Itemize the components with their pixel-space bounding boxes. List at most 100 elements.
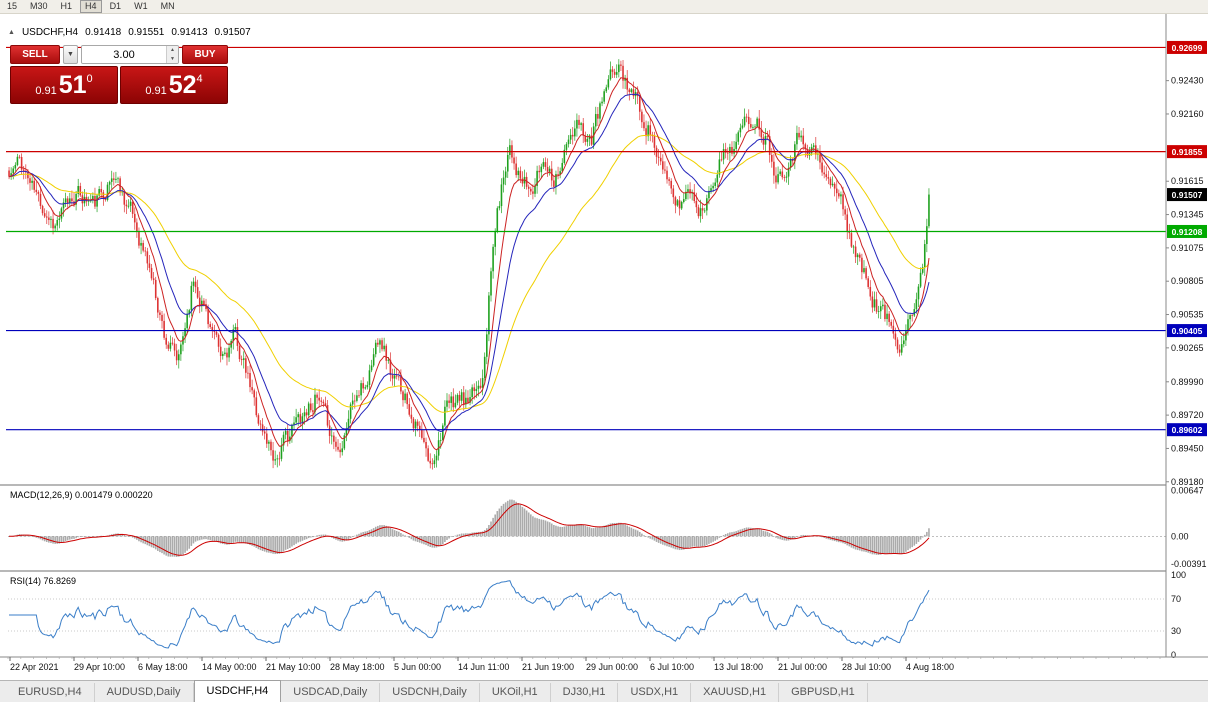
- price-axis-label: 0.90265: [1171, 343, 1204, 353]
- ohlc-low: 0.91413: [171, 27, 208, 38]
- pane-splitter[interactable]: [0, 570, 1208, 572]
- price-level-badge: 0.91507: [1167, 188, 1207, 202]
- chart-title: ▲ USDCHF,H4 0.91418 0.91551 0.91413 0.91…: [8, 27, 251, 38]
- time-axis-label: 22 Apr 2021: [10, 662, 59, 672]
- chart-tab[interactable]: USDCNH,Daily: [380, 683, 480, 702]
- timeframe-button-d1[interactable]: D1: [105, 0, 127, 13]
- price-axis-label: 0.89180: [1171, 477, 1204, 487]
- ma-line-period-55: [8, 134, 930, 413]
- timeframe-button-m30[interactable]: M30: [25, 0, 53, 13]
- price-axis-label: 0.89450: [1171, 443, 1204, 453]
- symbol-period-label: USDCHF,H4: [21, 27, 79, 38]
- timeframe-button-15[interactable]: 15: [2, 0, 22, 13]
- time-axis-label: 5 Jun 00:00: [394, 662, 441, 672]
- timeframe-button-mn[interactable]: MN: [156, 0, 180, 13]
- svg-text:0.91208: 0.91208: [1172, 227, 1203, 237]
- trade-prices-row: 0.91 51 0 0.91 52 4: [10, 66, 228, 104]
- chart-tab[interactable]: DJ30,H1: [551, 683, 619, 702]
- chart-tab[interactable]: UKOil,H1: [480, 683, 551, 702]
- volume-input[interactable]: [82, 46, 166, 63]
- volume-increment-button[interactable]: ▲: [167, 46, 178, 55]
- buy-button[interactable]: BUY: [182, 45, 228, 64]
- ohlc-close: 0.91507: [214, 27, 251, 38]
- macd-axis-label: -0.00391: [1171, 559, 1207, 569]
- macd-histogram: [8, 499, 930, 557]
- rsi-line: [9, 580, 930, 649]
- one-click-panel-toggle-icon[interactable]: ▲: [8, 29, 15, 36]
- price-axis-label: 0.92160: [1171, 109, 1204, 119]
- price-level-badge: 0.91855: [1167, 145, 1207, 159]
- chart-tab[interactable]: USDCHF,H4: [193, 680, 282, 702]
- rsi-axis-label: 70: [1171, 594, 1181, 604]
- price-axis-label: 0.90805: [1171, 276, 1204, 286]
- ohlc-high: 0.91551: [128, 27, 165, 38]
- price-axis-label: 0.91075: [1171, 243, 1204, 253]
- candlesticks: [8, 59, 930, 470]
- timeframe-button-h1[interactable]: H1: [56, 0, 78, 13]
- time-axis-label: 28 May 18:00: [330, 662, 385, 672]
- buy-price-pips: 52: [168, 70, 197, 99]
- svg-text:0.90405: 0.90405: [1172, 326, 1203, 336]
- buy-price-base: 0.91: [145, 85, 167, 97]
- price-axis-label: 0.91345: [1171, 210, 1204, 220]
- time-axis-label: 21 May 10:00: [266, 662, 321, 672]
- price-axis-label: 0.92430: [1171, 76, 1204, 86]
- time-axis-label: 6 May 18:00: [138, 662, 188, 672]
- ma-line-period-21: [8, 93, 930, 433]
- price-axis-label: 0.89990: [1171, 377, 1204, 387]
- ohlc-open: 0.91418: [85, 27, 122, 38]
- rsi-axis-label: 100: [1171, 570, 1186, 580]
- timeframe-toolbar: 15 M30 H1 H4 D1 W1 MN: [0, 0, 1208, 14]
- price-axis-label: 0.89720: [1171, 410, 1204, 420]
- time-axis-label: 21 Jul 00:00: [778, 662, 827, 672]
- horizontal-level-lines: [6, 46, 1166, 431]
- svg-text:0.91855: 0.91855: [1172, 147, 1203, 157]
- chevron-down-icon: ▼: [67, 51, 74, 58]
- chart-tab[interactable]: USDX,H1: [618, 683, 692, 702]
- price-axis-label: 0.90535: [1171, 310, 1204, 320]
- chart-tab[interactable]: AUDUSD,Daily: [95, 683, 194, 702]
- one-click-trade-panel: SELL ▼ ▲ ▼ BUY 0.91 51 0 0.9: [10, 45, 228, 104]
- price-chart: 0.92430 0.92160 0.91615 0.91345 0.91075 0.908…: [0, 14, 1208, 672]
- time-axis-label: 13 Jul 18:00: [714, 662, 763, 672]
- price-level-badge: 0.90405: [1167, 324, 1207, 338]
- sell-price-point: 0: [86, 73, 93, 85]
- sell-price-button[interactable]: 0.91 51 0: [10, 66, 118, 104]
- chart-tab[interactable]: XAUUSD,H1: [691, 683, 780, 702]
- time-axis-label: 29 Apr 10:00: [74, 662, 125, 672]
- macd-signal-line: [9, 503, 930, 556]
- time-axis-label: 28 Jul 10:00: [842, 662, 891, 672]
- rsi-level-lines: [8, 598, 1166, 632]
- ma-line-period-9: [8, 77, 930, 451]
- chart-window: 0.92430 0.92160 0.91615 0.91345 0.91075 0.908…: [0, 14, 1208, 680]
- sell-price-base: 0.91: [35, 85, 57, 97]
- chart-tab[interactable]: EURUSD,H4: [6, 683, 95, 702]
- volume-stepper: ▲ ▼: [166, 46, 178, 63]
- volume-field: ▲ ▼: [81, 45, 179, 64]
- buy-price-point: 4: [196, 73, 203, 85]
- trade-controls-row: SELL ▼ ▲ ▼ BUY: [10, 45, 228, 64]
- price-level-badge: 0.92699: [1167, 40, 1207, 54]
- price-level-badge: 0.91208: [1167, 224, 1207, 238]
- time-axis-label: 4 Aug 18:00: [906, 662, 954, 672]
- macd-indicator-label: MACD(12,26,9) 0.001479 0.000220: [10, 490, 153, 500]
- macd-axis-label: 0.00647: [1171, 486, 1204, 496]
- svg-text:0.92699: 0.92699: [1172, 43, 1203, 53]
- sell-button[interactable]: SELL: [10, 45, 60, 64]
- chart-tab[interactable]: USDCAD,Daily: [281, 683, 381, 702]
- chart-tab[interactable]: GBPUSD,H1: [779, 683, 868, 702]
- timeframe-button-h4[interactable]: H4: [80, 0, 102, 13]
- price-level-badge: 0.89602: [1167, 423, 1207, 437]
- price-axis-label: 0.91615: [1171, 176, 1204, 186]
- pane-splitter[interactable]: [0, 484, 1208, 486]
- time-axis-label: 14 May 00:00: [202, 662, 257, 672]
- time-axis: 22 Apr 2021 29 Apr 10:00 6 May 18:00 14 May…: [0, 656, 1208, 672]
- buy-price-button[interactable]: 0.91 52 4: [120, 66, 228, 104]
- time-axis-label: 21 Jun 19:00: [522, 662, 574, 672]
- timeframe-button-w1[interactable]: W1: [129, 0, 153, 13]
- time-axis-label: 6 Jul 10:00: [650, 662, 694, 672]
- volume-decrement-button[interactable]: ▼: [167, 54, 178, 63]
- order-settings-dropdown[interactable]: ▼: [63, 45, 78, 64]
- rsi-axis-label: 30: [1171, 626, 1181, 636]
